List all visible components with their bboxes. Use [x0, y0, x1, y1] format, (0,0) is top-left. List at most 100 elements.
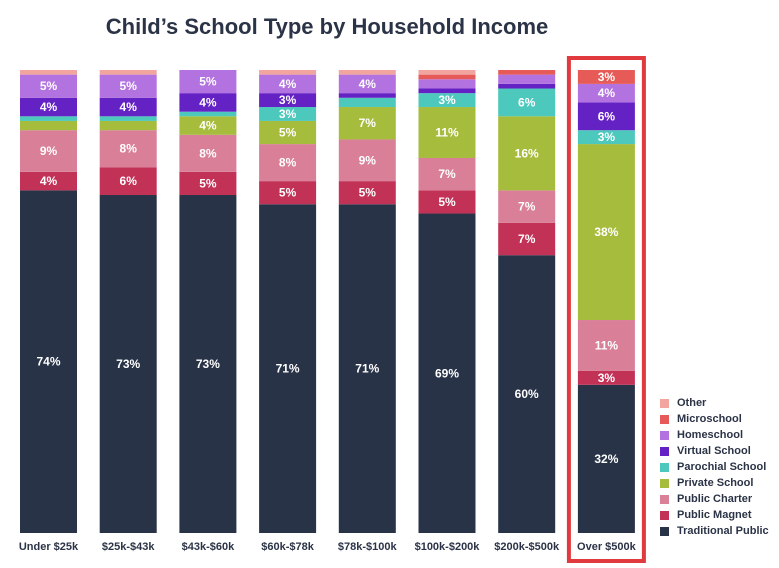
bar-segment [418, 213, 476, 533]
chart-legend: Other Microschool Homeschool Virtual School… [660, 395, 769, 539]
legend-swatch [660, 494, 669, 504]
data-label: 7% [359, 116, 377, 130]
bar-segment [338, 139, 396, 182]
legend-label: Virtual School [677, 445, 751, 457]
legend-item: Virtual School [660, 443, 769, 459]
data-label: 6% [120, 174, 138, 188]
bar-segment [338, 107, 396, 140]
bar-segment [20, 70, 77, 75]
bar-segment [498, 74, 556, 84]
legend-label: Other [677, 397, 707, 409]
data-label: 8% [120, 142, 138, 156]
bar-segment [20, 130, 77, 172]
bar-segment [99, 167, 157, 196]
data-label: 11% [435, 126, 459, 140]
bar-segment [498, 190, 556, 223]
legend-label: Homeschool [677, 429, 744, 441]
data-label: 3% [438, 93, 456, 107]
bar-segment [20, 190, 77, 533]
bar-segment [338, 70, 396, 75]
data-label: 73% [196, 357, 220, 371]
bar-segment [99, 97, 157, 117]
bar-segment [179, 171, 237, 196]
data-label: 71% [276, 362, 300, 376]
legend-swatch [660, 462, 669, 472]
bar-segment [259, 74, 317, 94]
bar-segment [338, 204, 396, 533]
legend-item: Public Magnet [660, 507, 769, 523]
bar-segment [179, 134, 237, 172]
bar-segment [498, 88, 556, 117]
bar-segment [259, 144, 317, 182]
bar-segment [20, 97, 77, 117]
legend-swatch [660, 510, 669, 520]
bar-segment [577, 144, 635, 321]
chart-title: Child’s School Type by Household Income [105, 14, 549, 39]
bar-segment [179, 195, 237, 533]
data-label: 8% [279, 156, 297, 170]
bar-segment [99, 120, 157, 131]
legend-swatch [660, 430, 669, 440]
data-label: 11% [595, 338, 619, 352]
data-label: 4% [120, 100, 138, 114]
bar-segment [577, 102, 635, 131]
data-label: 5% [359, 186, 377, 200]
data-label: 9% [40, 144, 58, 158]
bar-segment [418, 74, 476, 80]
bar-segment [99, 130, 157, 168]
data-label: 5% [199, 176, 217, 190]
legend-item: Public Charter [660, 491, 769, 507]
legend-item: Homeschool [660, 427, 769, 443]
bar-segment [259, 93, 317, 108]
data-label: 5% [438, 195, 456, 209]
data-label: 3% [598, 371, 616, 385]
data-label: 6% [598, 109, 616, 123]
data-label: 4% [199, 95, 217, 109]
bar-segment [498, 116, 556, 191]
data-label: 4% [40, 100, 58, 114]
bar-segment [20, 74, 77, 98]
bar-segment [498, 83, 556, 89]
legend-label: Public Charter [677, 493, 753, 505]
bar-segment [577, 130, 635, 145]
bar-segment [179, 93, 237, 112]
data-label: 4% [279, 77, 297, 91]
data-label: 71% [355, 362, 379, 376]
bar-segment [498, 222, 556, 256]
data-label: 4% [598, 86, 616, 100]
data-label: 3% [279, 107, 297, 121]
bar-segment [418, 107, 476, 158]
data-label: 5% [279, 186, 297, 200]
data-label: 60% [515, 387, 539, 401]
bar-segment [498, 70, 556, 75]
data-label: 7% [518, 232, 536, 246]
legend-item: Microschool [660, 411, 769, 427]
data-label: 3% [279, 93, 297, 107]
x-tick-label: $100k-$200k [415, 541, 481, 553]
bar-segment [179, 70, 237, 94]
bar-segment [338, 93, 396, 98]
legend-swatch [660, 478, 669, 488]
x-tick-label: Under $25k [19, 541, 79, 553]
data-label: 74% [36, 355, 60, 369]
legend-label: Public Magnet [677, 509, 752, 521]
data-label: 5% [40, 79, 58, 93]
bar-segment [338, 181, 396, 205]
legend-item: Other [660, 395, 769, 411]
bar-segment [418, 88, 476, 94]
legend-label: Traditional Public [677, 525, 769, 537]
data-label: 7% [438, 167, 456, 181]
bar-segment [179, 116, 237, 135]
data-label: 16% [515, 146, 539, 160]
data-label: 9% [359, 153, 377, 167]
data-label: 5% [120, 79, 138, 93]
bar-segment [99, 74, 157, 98]
bar-segment [20, 171, 77, 191]
data-label: 4% [40, 174, 58, 188]
bar-segment [577, 70, 635, 84]
bar-segment [99, 70, 157, 75]
bar-segment [99, 195, 157, 533]
bar-segment [577, 384, 635, 533]
bar-segment [259, 70, 317, 75]
bar-segment [179, 111, 237, 117]
